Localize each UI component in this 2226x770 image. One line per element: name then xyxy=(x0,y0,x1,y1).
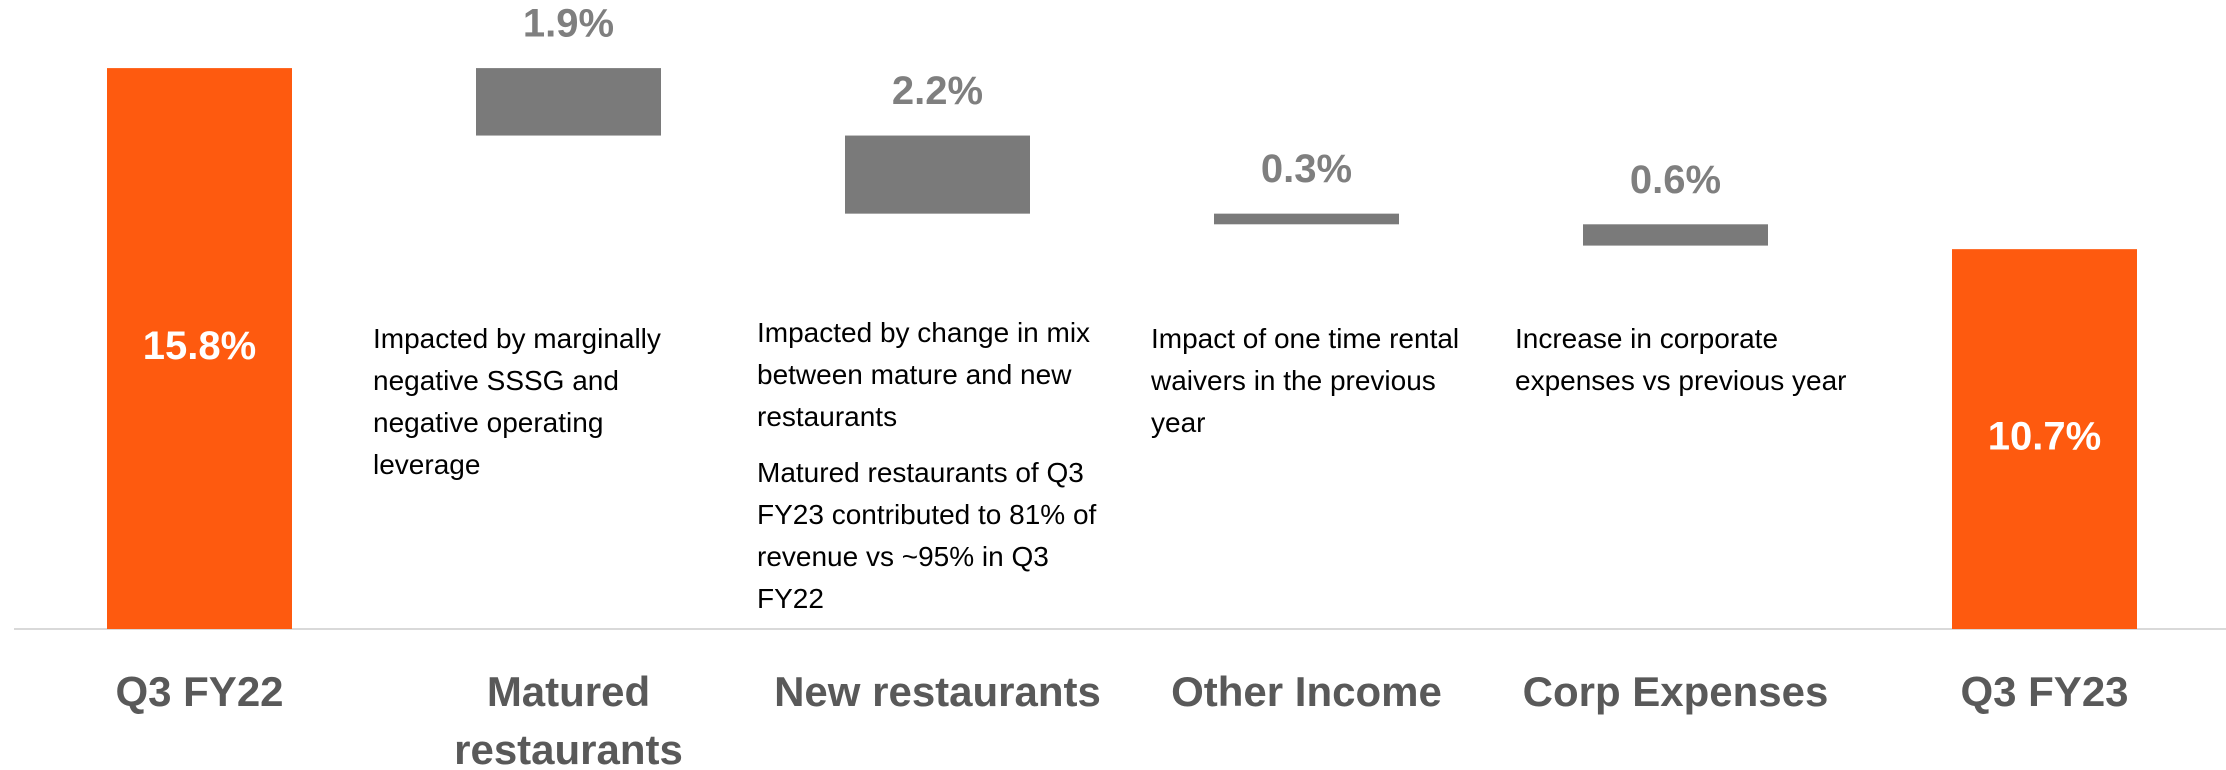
annotation: Impact of one time rental waivers in the… xyxy=(1151,318,1496,458)
value-label: 0.6% xyxy=(1630,158,1721,202)
annotation-paragraph: Impacted by change in mix between mature… xyxy=(757,317,1091,432)
value-label: 15.8% xyxy=(143,324,256,368)
annotation: Increase in corporate expenses vs previo… xyxy=(1515,318,1860,416)
category-label: Other Income xyxy=(1171,668,1442,715)
value-label: 2.2% xyxy=(892,69,983,113)
bar xyxy=(107,68,292,630)
annotation: Impacted by change in mix between mature… xyxy=(757,312,1102,634)
bar xyxy=(1952,249,2137,629)
bar xyxy=(476,68,661,136)
bar xyxy=(1214,213,1399,225)
category-label: New restaurants xyxy=(774,668,1101,715)
category-label: Matured restaurants xyxy=(454,668,683,770)
value-label: 0.3% xyxy=(1261,147,1352,191)
category-label: Q3 FY23 xyxy=(1960,668,2129,715)
value-label: 10.7% xyxy=(1988,415,2101,459)
category-label: Q3 FY22 xyxy=(115,668,284,715)
bar xyxy=(1583,224,1768,246)
annotation-paragraph: Increase in corporate expenses vs previo… xyxy=(1515,323,1847,396)
annotation-paragraph: Impacted by marginally negative SSSG and… xyxy=(373,323,661,480)
annotation: Impacted by marginally negative SSSG and… xyxy=(373,318,718,500)
category-label: Corp Expenses xyxy=(1522,668,1829,715)
value-label: 1.9% xyxy=(523,2,614,46)
annotation-paragraph: Matured restaurants of Q3 FY23 contribut… xyxy=(757,457,1097,614)
bar xyxy=(845,135,1030,214)
annotation-paragraph: Impact of one time rental waivers in the… xyxy=(1151,323,1460,438)
